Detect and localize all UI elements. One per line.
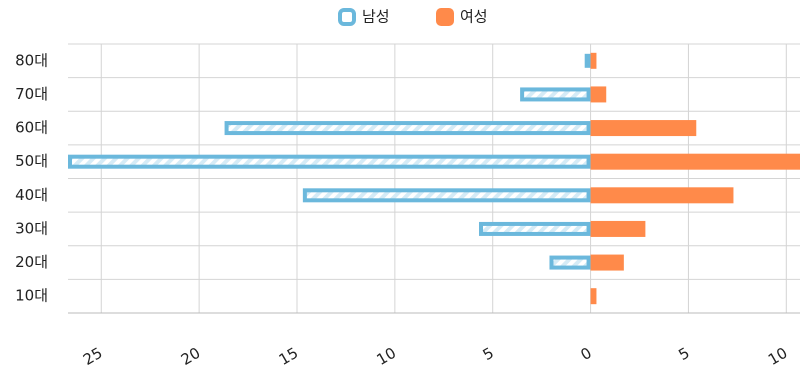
bar <box>590 52 597 69</box>
legend-label: 여성 <box>460 8 488 26</box>
y-tick-label: 10대 <box>15 287 48 305</box>
y-tick-label: 40대 <box>15 186 48 204</box>
bar <box>590 120 697 137</box>
x-tick-label: 10 <box>765 344 791 369</box>
x-tick-label: 5 <box>675 344 692 364</box>
x-tick-label: 20 <box>178 344 204 369</box>
bar <box>590 86 607 103</box>
x-tick-label: 15 <box>276 344 302 369</box>
bar <box>520 87 591 102</box>
y-tick-label: 30대 <box>15 219 48 237</box>
y-tick-label: 20대 <box>15 253 48 271</box>
legend-label: 남성 <box>362 8 390 26</box>
bar <box>302 188 591 203</box>
bar <box>590 254 624 271</box>
bar <box>590 187 734 204</box>
bar <box>549 255 591 270</box>
bar <box>590 153 800 170</box>
y-tick-label: 50대 <box>15 152 48 170</box>
bar <box>479 221 591 236</box>
x-tick-label: 25 <box>80 344 106 369</box>
bar <box>590 220 646 237</box>
x-tick-label: 5 <box>480 344 497 364</box>
legend-swatch <box>338 8 356 26</box>
bar <box>590 288 597 305</box>
bar <box>584 53 591 68</box>
bar <box>68 154 591 169</box>
legend: 남성 여성 <box>338 8 488 26</box>
x-tick-label: 10 <box>374 344 400 369</box>
y-tick-label: 70대 <box>15 85 48 103</box>
x-tick-label: 0 <box>578 344 595 364</box>
bar <box>224 121 591 136</box>
legend-swatch <box>436 8 454 26</box>
y-tick-label: 60대 <box>15 119 48 137</box>
y-tick-label: 80대 <box>15 51 48 69</box>
